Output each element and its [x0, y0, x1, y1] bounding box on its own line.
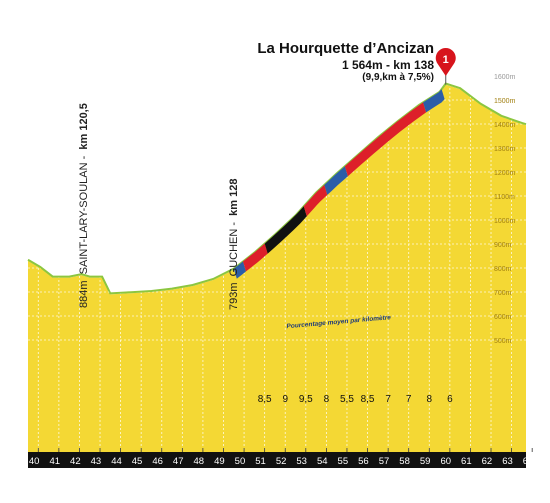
y-tick-label: 900m	[494, 242, 512, 249]
waypoint-saint-lary: 884m SAINT-LARY-SOULAN - km 120,5	[78, 103, 90, 308]
x-tick-label: 47	[173, 456, 184, 467]
x-tick-label: 43	[91, 456, 102, 467]
km-gradient-label: 8,5	[258, 394, 272, 405]
y-tick-label: 1400m	[494, 122, 516, 129]
x-tick-label: 57	[379, 456, 390, 467]
y-tick-label: 700m	[494, 290, 512, 297]
waypoint-name: SAINT-LARY-SOULAN	[78, 162, 90, 275]
x-tick-label: 41	[49, 456, 60, 467]
x-tick-label: 45	[132, 456, 143, 467]
x-tick-label: 58	[399, 456, 410, 467]
climb-segment-grade_7_8	[243, 243, 268, 272]
y-tick-label: 1100m	[494, 194, 515, 201]
km-gradient-label: 6	[447, 394, 453, 405]
y-tick-label: 1500m	[494, 98, 516, 105]
waypoint-km: km 120,5	[78, 103, 90, 150]
km-axis-bar	[28, 452, 526, 468]
summit-name: La Hourquette d’Ancizan	[257, 40, 434, 57]
km-gradient-label: 5,5	[340, 394, 354, 405]
x-tick-label: 59	[420, 456, 431, 467]
x-tick-label: 64	[523, 456, 534, 467]
x-tick-label: 55	[338, 456, 349, 467]
x-tick-label: 42	[70, 456, 81, 467]
profile-ridge-line	[27, 82, 527, 295]
x-tick-label: 52	[276, 456, 287, 467]
climb-segment-grade_7_8	[344, 102, 427, 177]
x-tick-label: 51	[255, 456, 266, 467]
waypoint-guchen: 793m GUCHEN - km 128	[228, 178, 240, 310]
climb-segment-grade_6_7	[324, 166, 348, 195]
x-tick-label: 61	[461, 456, 472, 467]
waypoint-altitude: 793m	[228, 282, 240, 310]
km-gradient-label: 8	[324, 394, 330, 405]
x-tick-label: 40	[29, 456, 40, 467]
y-tick-label: 1000m	[494, 218, 516, 225]
summit-gradient: (9,9,km à 7,5%)	[362, 72, 434, 83]
km-gradient-label: 7	[406, 394, 412, 405]
x-tick-label: 46	[152, 456, 163, 467]
km-gradient-label: 8,5	[361, 394, 375, 405]
x-tick-label: 49	[214, 456, 225, 467]
climb-segment-grade_6_7	[233, 261, 246, 279]
x-tick-label: 44	[111, 456, 122, 467]
y-tick-label: 1600m	[494, 74, 516, 81]
km-gradient-label: 8	[426, 394, 432, 405]
climb-segment-grade_7_8	[303, 184, 328, 217]
waypoint-altitude: 884m	[78, 280, 90, 308]
km-gradient-label: 9,5	[299, 394, 313, 405]
km-gradient-label: 7	[385, 394, 391, 405]
x-tick-label: 50	[235, 456, 246, 467]
y-tick-label: 500m	[494, 338, 512, 345]
x-tick-label: 60	[440, 456, 451, 467]
circle-marker-icon	[435, 48, 456, 76]
x-tick-label: 62	[482, 456, 493, 467]
x-tick-label: 56	[358, 456, 369, 467]
x-tick-label: 54	[317, 456, 328, 467]
x-tick-label: 63	[502, 456, 513, 467]
y-tick-label: 800m	[494, 266, 512, 273]
y-tick-label: 1200m	[494, 170, 516, 177]
x-tick-label: 53	[296, 456, 307, 467]
summit-altitude-km: 1 564m - km 138	[341, 58, 434, 72]
climb-segment-grade_9_plus	[264, 206, 307, 254]
y-tick-label: 600m	[494, 314, 512, 321]
summit-marker-number: 1	[443, 54, 449, 66]
km-gradient-label: 9	[282, 394, 288, 405]
waypoint-km: km 128	[228, 178, 240, 216]
y-tick-label: 1300m	[494, 146, 516, 153]
waypoint-name: GUCHEN	[228, 228, 240, 277]
x-tick-label: 48	[194, 456, 205, 467]
climb-segment-grade_6_7	[423, 89, 445, 113]
